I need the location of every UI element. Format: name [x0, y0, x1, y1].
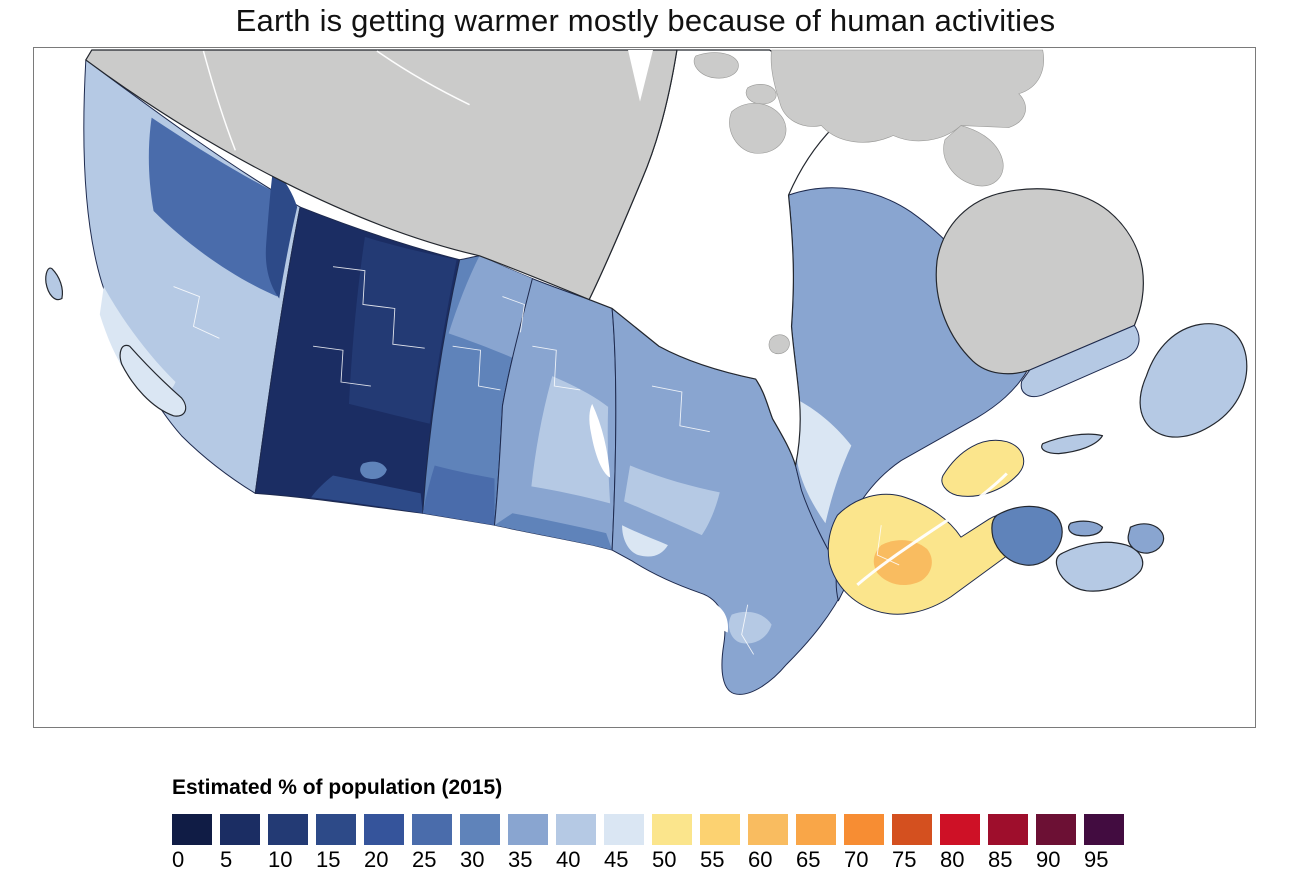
district-line	[332, 266, 425, 349]
district-line	[876, 525, 900, 566]
legend-swatch-95	[1084, 814, 1124, 845]
legend-swatch-70	[844, 814, 884, 845]
legend-tick-25: 25	[412, 847, 437, 872]
legend-tick-0: 0	[172, 847, 185, 872]
legend-swatch-30	[460, 814, 500, 845]
district-line	[173, 286, 220, 339]
yukon-nwt-border	[202, 50, 237, 151]
legend-tick-30: 30	[460, 847, 485, 872]
region-cape-breton	[1127, 523, 1165, 554]
region-gaspe-yellow	[941, 439, 1025, 497]
region-bc-coast-light	[99, 286, 176, 398]
region-saskatchewan-north	[448, 255, 533, 359]
region-baffin-island	[770, 49, 1044, 143]
legend-swatch-55	[700, 814, 740, 845]
region-anticosti-island	[1041, 433, 1104, 455]
region-saskatchewan-south	[422, 465, 495, 526]
legend-swatch-35	[508, 814, 548, 845]
legend-swatch-10	[268, 814, 308, 845]
canada-choropleth-map	[45, 49, 1248, 695]
region-manitoba-mid	[531, 376, 611, 504]
legend-swatch-50	[652, 814, 692, 845]
region-labrador-nodata	[935, 188, 1144, 375]
legend-tick-95: 95	[1084, 847, 1109, 872]
figure-title: Earth is getting warmer mostly because o…	[235, 3, 1056, 38]
region-ontario-northwest	[624, 465, 720, 536]
legend-tick-60: 60	[748, 847, 773, 872]
legend-swatch-90	[1036, 814, 1076, 845]
legend-swatch-85	[988, 814, 1028, 845]
legend-swatch-75	[892, 814, 932, 845]
district-line	[741, 604, 755, 655]
region-belcher-islands	[768, 334, 790, 355]
lake-winnipeg	[589, 403, 611, 478]
region-labrador-south-strip	[1020, 324, 1140, 398]
legend-swatch-65	[796, 814, 836, 845]
legend-bar	[172, 814, 1124, 845]
district-line	[452, 345, 501, 391]
region-bc-north-interior	[148, 117, 294, 297]
region-newfoundland	[1139, 323, 1248, 438]
legend-swatch-40	[556, 814, 596, 845]
region-vancouver-island	[119, 344, 187, 417]
map-panel	[33, 47, 1256, 728]
region-british-columbia	[83, 59, 301, 494]
region-ontario-peninsula-light	[728, 611, 772, 644]
region-baffin-southeast-lobe	[943, 125, 1004, 187]
legend-tick-20: 20	[364, 847, 389, 872]
st-lawrence-river	[856, 472, 1008, 586]
legend-tick-45: 45	[604, 847, 629, 872]
region-haida-gwaii	[45, 267, 63, 301]
legend-tick-70: 70	[844, 847, 869, 872]
region-territories-nodata	[85, 49, 678, 301]
legend-tick-85: 85	[988, 847, 1013, 872]
region-alberta-east	[348, 236, 457, 424]
region-quebec-paleband	[796, 400, 852, 524]
region-arctic-island-2	[745, 84, 777, 105]
region-alberta-south	[311, 475, 423, 514]
district-line	[532, 345, 581, 391]
region-bc-northeast	[265, 167, 298, 299]
legend-swatch-60	[748, 814, 788, 845]
legend-tick-15: 15	[316, 847, 341, 872]
legend-tick-10: 10	[268, 847, 293, 872]
region-arctic-island-1	[693, 52, 739, 79]
region-manitoba-south	[494, 513, 613, 551]
legend-labels: 0 5 10 15 20 25 30 35 40 45 50 55 60 65 70 75 80 85 90 95	[172, 847, 1172, 873]
legend-swatch-5	[220, 814, 260, 845]
legend-title: Estimated % of population (2015)	[172, 776, 503, 799]
region-southampton-island	[729, 103, 787, 154]
region-nova-scotia	[1055, 541, 1144, 592]
arctic-channel	[628, 49, 653, 102]
legend-swatch-45	[604, 814, 644, 845]
georgian-bay	[702, 600, 729, 633]
legend-tick-35: 35	[508, 847, 533, 872]
legend-tick-50: 50	[652, 847, 677, 872]
district-line	[502, 296, 525, 333]
region-ontario-lakeofwoods	[622, 525, 668, 557]
legend-swatch-15	[316, 814, 356, 845]
legend-swatch-80	[940, 814, 980, 845]
region-prince-edward-island	[1068, 520, 1104, 537]
legend-tick-55: 55	[700, 847, 725, 872]
nwt-nunavut-border	[376, 50, 470, 106]
legend-tick-40: 40	[556, 847, 581, 872]
legend-swatch-0	[172, 814, 212, 845]
legend-tick-75: 75	[892, 847, 917, 872]
region-montreal-orange	[873, 540, 932, 585]
region-new-brunswick	[991, 505, 1063, 566]
legend-tick-5: 5	[220, 847, 233, 872]
legend-tick-80: 80	[940, 847, 965, 872]
district-line	[313, 345, 371, 387]
legend-tick-65: 65	[796, 847, 821, 872]
region-alberta-spot	[360, 461, 387, 480]
legend-swatch-20	[364, 814, 404, 845]
legend-tick-90: 90	[1036, 847, 1061, 872]
district-line	[651, 385, 710, 433]
legend-swatch-25	[412, 814, 452, 845]
